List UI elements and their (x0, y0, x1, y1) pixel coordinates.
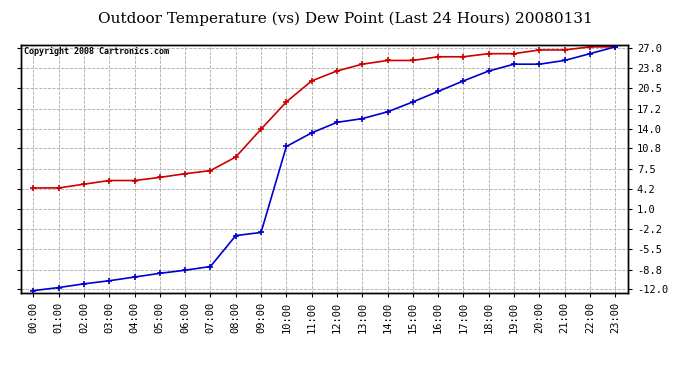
Text: Copyright 2008 Cartronics.com: Copyright 2008 Cartronics.com (23, 48, 169, 57)
Text: Outdoor Temperature (vs) Dew Point (Last 24 Hours) 20080131: Outdoor Temperature (vs) Dew Point (Last… (97, 11, 593, 26)
